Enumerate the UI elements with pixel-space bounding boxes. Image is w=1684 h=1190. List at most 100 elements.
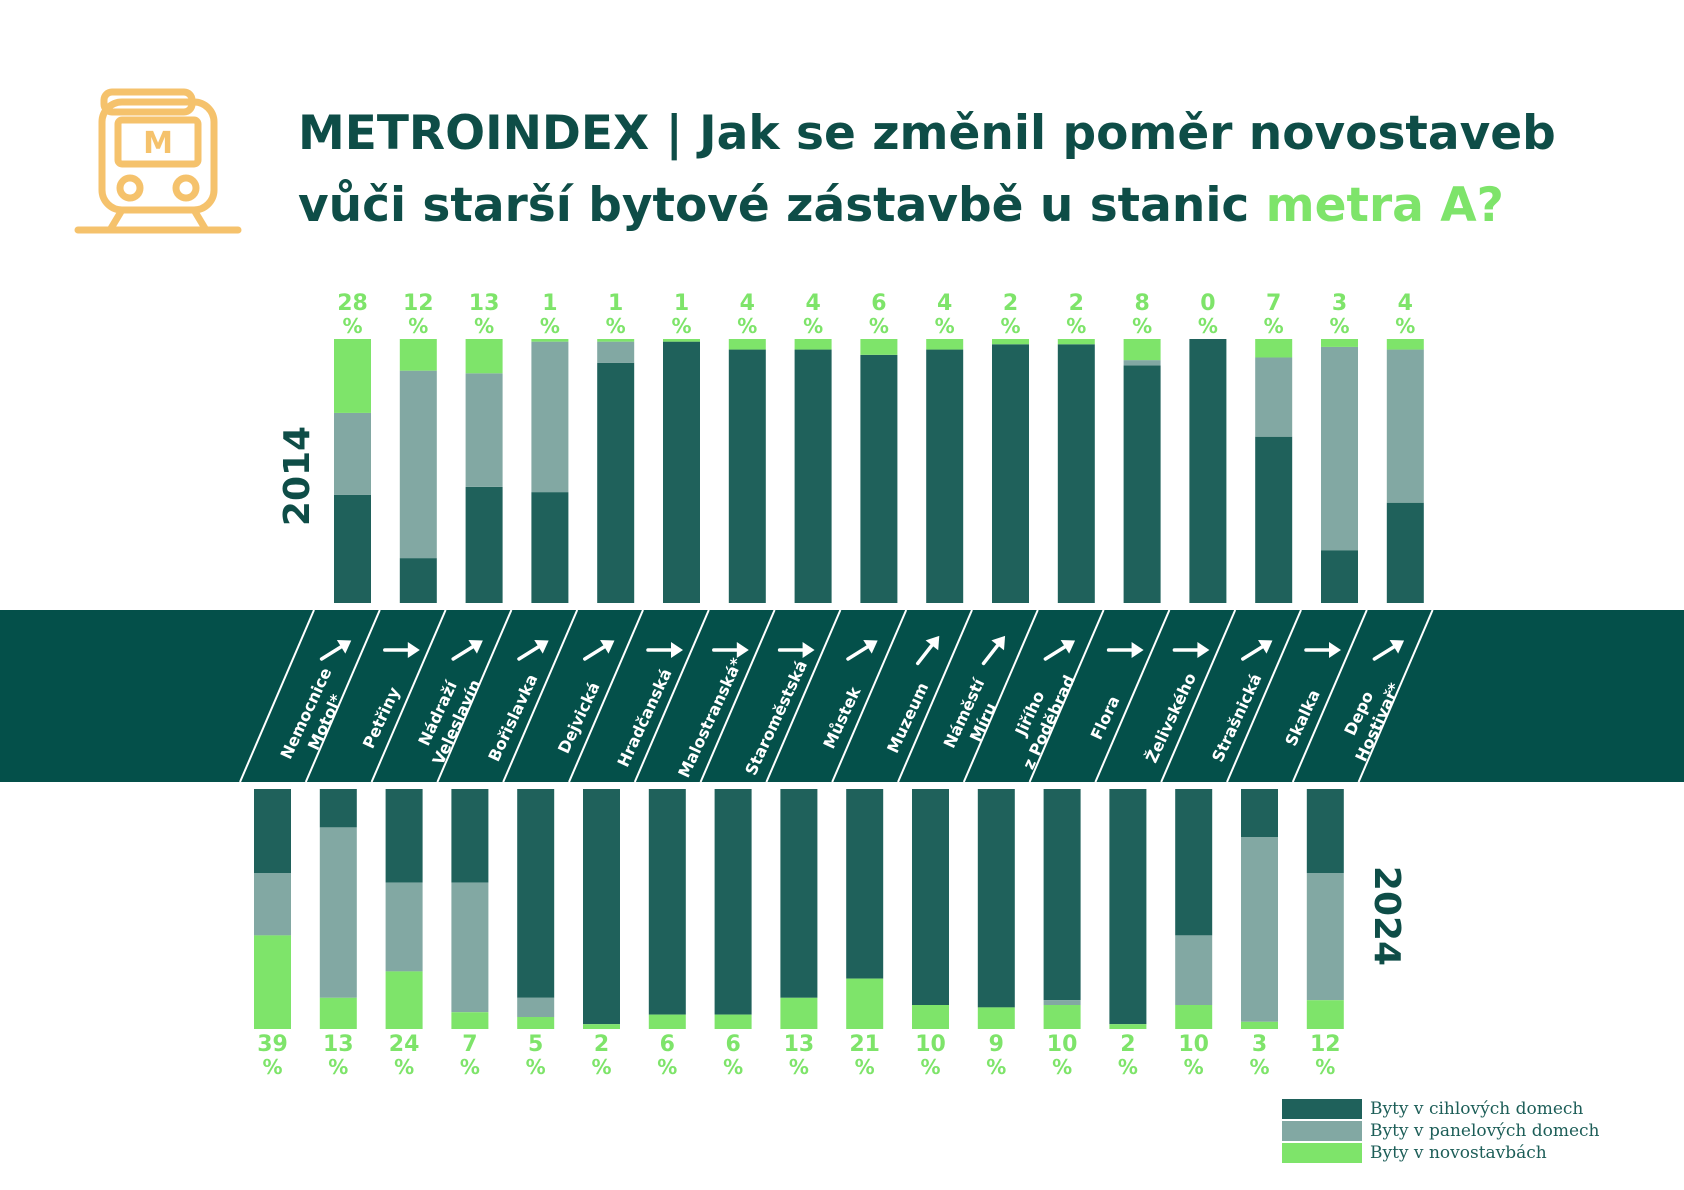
bar-2014-brick-9 (926, 349, 964, 603)
pct-unit-2014-14: % (1264, 314, 1284, 338)
bar-2014-new-3 (531, 339, 569, 342)
bar-2014-brick-15 (1321, 550, 1358, 603)
station-separator-16 (1291, 609, 1368, 783)
arrow-icon-9 (915, 635, 940, 666)
pct-label-2014-13: 0 (1200, 291, 1215, 316)
bar-2024-brick-12 (1043, 789, 1081, 1001)
station-separator-11 (962, 609, 1039, 783)
bar-2024-panel-2 (385, 882, 423, 972)
pct-unit-2024-2: % (394, 1055, 414, 1079)
arrow-head-8 (863, 640, 878, 654)
pct-unit-2024-13: % (1118, 1055, 1138, 1079)
bar-2024-brick-9 (846, 789, 884, 979)
bar-2024-new-2 (385, 971, 423, 1029)
pct-unit-2014-13: % (1198, 314, 1218, 338)
bar-2024-new-6 (648, 1014, 686, 1029)
bar-2024-brick-10 (912, 789, 949, 1005)
bar-2024-brick-1 (319, 789, 357, 828)
arrow-head-0 (336, 640, 352, 654)
pct-label-2014-3: 1 (542, 291, 557, 316)
pct-unit-2024-0: % (262, 1055, 282, 1079)
pct-label-2014-5: 1 (674, 291, 689, 316)
pct-unit-2014-10: % (1000, 314, 1020, 338)
bar-2024-new-8 (780, 997, 818, 1029)
arrow-icon-0 (319, 640, 352, 661)
bar-2014-panel-16 (1386, 349, 1424, 503)
bar-2024-brick-11 (977, 789, 1015, 1008)
bar-2014-brick-11 (1057, 344, 1095, 603)
bar-2014-brick-4 (597, 362, 635, 603)
arrow-icon-16 (1372, 640, 1405, 661)
bar-2024-brick-14 (1175, 789, 1213, 936)
arrow-icon-7 (777, 642, 815, 658)
arrow-head-6 (736, 642, 749, 658)
title-line-2: vůči starší bytové zástavbě u stanic met… (298, 170, 1556, 242)
station-separator-9 (831, 609, 908, 783)
bar-2024-brick-5 (583, 789, 620, 1025)
bar-2014-new-14 (1255, 339, 1293, 358)
pct-unit-2024-14: % (1184, 1055, 1204, 1079)
arrow-icon-4 (583, 640, 615, 661)
station-separator-7 (699, 609, 776, 783)
arrow-icon-5 (646, 642, 683, 658)
station-separator-1 (304, 609, 381, 783)
pct-unit-2014-0: % (342, 314, 362, 338)
bar-2014-brick-0 (334, 494, 371, 603)
bar-2024-brick-6 (648, 789, 686, 1015)
svg-text:M: M (143, 126, 173, 161)
bar-2014-brick-7 (794, 349, 832, 603)
pct-unit-2024-3: % (460, 1055, 480, 1079)
pct-label-2024-9: 21 (849, 1032, 880, 1057)
pct-label-2024-4: 5 (528, 1032, 543, 1057)
pct-unit-2024-16: % (1315, 1055, 1335, 1079)
bar-2024-new-12 (1043, 1005, 1081, 1029)
pct-label-2024-8: 13 (784, 1032, 815, 1057)
arrow-icon-2 (451, 640, 483, 661)
bar-2024-new-13 (1109, 1024, 1147, 1029)
pct-unit-2024-9: % (855, 1055, 875, 1079)
station-separator-8 (765, 609, 842, 783)
pct-unit-2024-15: % (1249, 1055, 1269, 1079)
bar-2014-panel-3 (531, 341, 569, 493)
bar-2024-brick-0 (254, 789, 291, 873)
bar-2014-brick-6 (728, 349, 766, 603)
title-line-2-accent: metra A? (1265, 178, 1504, 233)
pct-unit-2014-9: % (935, 314, 955, 338)
legend-swatch-panel (1282, 1121, 1362, 1141)
pct-unit-2014-1: % (408, 314, 428, 338)
pct-unit-2014-6: % (737, 314, 757, 338)
pct-unit-2024-10: % (920, 1055, 940, 1079)
legend-label-brick: Byty v cihlových domech (1370, 1099, 1584, 1119)
pct-label-2024-10: 10 (915, 1032, 946, 1057)
legend-label-new: Byty v novostavbách (1370, 1143, 1547, 1163)
bar-2014-new-12 (1123, 339, 1161, 361)
bar-2014-new-1 (399, 339, 437, 371)
chart-title: METROINDEX | Jak se změnil poměr novosta… (298, 98, 1556, 242)
bar-2014-new-4 (597, 339, 635, 342)
bar-2024-panel-4 (517, 997, 555, 1017)
pct-label-2024-1: 13 (323, 1032, 354, 1057)
title-line-1: METROINDEX | Jak se změnil poměr novosta… (298, 106, 1556, 161)
pct-unit-2014-4: % (606, 314, 626, 338)
arrow-head-1 (407, 642, 420, 658)
arrow-head-4 (600, 640, 615, 654)
bar-2024-new-7 (714, 1014, 752, 1029)
bar-2014-brick-1 (399, 558, 437, 603)
pct-unit-2014-12: % (1132, 314, 1152, 338)
bar-2014-panel-4 (597, 341, 635, 363)
arrow-head-11 (1060, 640, 1076, 654)
bar-2014-panel-1 (399, 370, 437, 559)
pct-label-2014-2: 13 (469, 291, 500, 316)
pct-label-2024-3: 7 (462, 1032, 477, 1057)
bar-2014-panel-2 (465, 373, 503, 487)
arrow-head-14 (1258, 640, 1273, 654)
arrow-head-7 (802, 642, 815, 658)
pct-label-2024-7: 6 (725, 1032, 740, 1057)
pct-label-2014-4: 1 (608, 291, 623, 316)
station-separator-14 (1160, 609, 1237, 783)
bar-2024-new-11 (977, 1007, 1015, 1029)
pct-label-2014-11: 2 (1069, 291, 1084, 316)
arrow-icon-14 (1241, 640, 1273, 661)
bar-2024-panel-1 (319, 827, 357, 998)
station-separator-17 (1357, 609, 1434, 783)
